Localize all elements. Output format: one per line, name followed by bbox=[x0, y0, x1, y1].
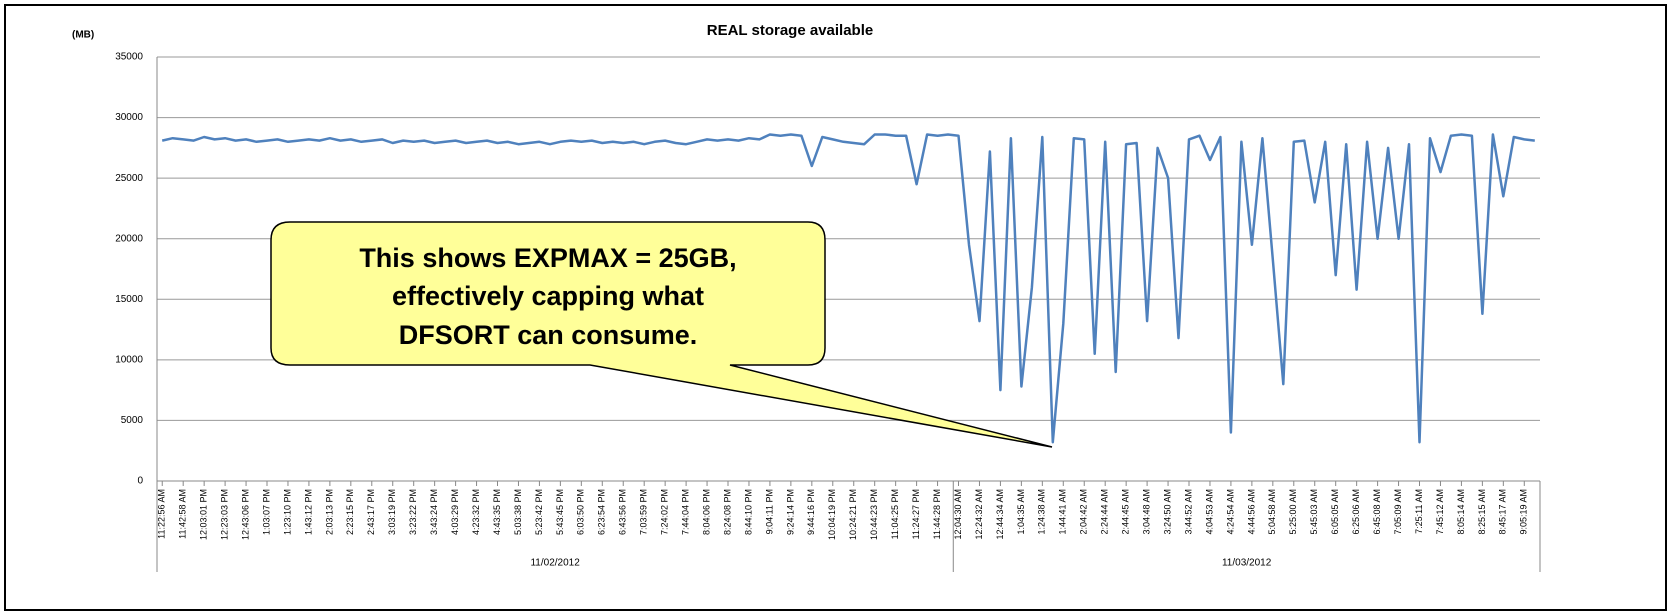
x-tick-label: 8:04:06 PM bbox=[701, 489, 711, 535]
x-tick-label: 4:24:54 AM bbox=[1225, 489, 1235, 535]
y-tick-label: 35000 bbox=[115, 52, 143, 63]
x-tick-label: 3:03:19 PM bbox=[387, 489, 397, 535]
x-tick-label: 6:45:08 AM bbox=[1372, 489, 1382, 535]
chart-title: REAL storage available bbox=[707, 22, 873, 39]
x-tick-label: 6:25:06 AM bbox=[1351, 489, 1361, 535]
x-tick-label: 7:25:11 AM bbox=[1414, 489, 1424, 534]
y-tick-label: 30000 bbox=[115, 112, 143, 123]
x-tick-label: 6:43:56 PM bbox=[618, 489, 628, 535]
callout-text: This shows EXPMAX = 25GB, bbox=[359, 243, 736, 273]
x-tick-label: 1:24:38 AM bbox=[1037, 489, 1047, 535]
x-tick-label: 6:23:54 PM bbox=[597, 489, 607, 535]
x-tick-label: 7:45:12 AM bbox=[1435, 489, 1445, 535]
x-tick-label: 5:04:58 AM bbox=[1267, 489, 1277, 535]
x-tick-label: 5:03:38 PM bbox=[513, 489, 523, 535]
x-tick-label: 8:05:14 AM bbox=[1456, 489, 1466, 535]
y-tick-label: 15000 bbox=[115, 294, 143, 305]
callout-text: effectively capping what bbox=[392, 281, 704, 311]
x-tick-label: 2:23:15 PM bbox=[345, 489, 355, 535]
x-tick-label: 2:44:45 AM bbox=[1121, 489, 1131, 535]
y-tick-label: 10000 bbox=[115, 354, 143, 365]
x-tick-label: 1:03:07 PM bbox=[261, 489, 271, 535]
x-tick-label: 3:44:52 AM bbox=[1183, 489, 1193, 535]
x-tick-label: 7:24:02 PM bbox=[660, 489, 670, 535]
data-line bbox=[161, 133, 1535, 444]
x-tick-label: 3:24:50 AM bbox=[1162, 489, 1172, 535]
x-tick-label: 8:24:08 PM bbox=[722, 489, 732, 535]
y-axis-label: (MB) bbox=[72, 30, 94, 41]
x-tick-label: 4:43:35 PM bbox=[492, 489, 502, 535]
x-tick-label: 11:42:58 AM bbox=[178, 489, 188, 539]
x-tick-label: 9:04:11 PM bbox=[764, 489, 774, 534]
x-tick-label: 3:43:24 PM bbox=[429, 489, 439, 535]
x-tick-label: 1:23:10 PM bbox=[282, 489, 292, 535]
x-tick-label: 2:04:42 AM bbox=[1079, 489, 1089, 535]
x-tick-label: 12:24:32 AM bbox=[974, 489, 984, 540]
y-tick-label: 20000 bbox=[115, 233, 143, 244]
x-tick-label: 3:04:48 AM bbox=[1141, 489, 1151, 535]
x-tick-label: 8:44:10 PM bbox=[743, 489, 753, 535]
callout bbox=[270, 221, 1053, 448]
x-tick-label: 1:44:41 AM bbox=[1058, 489, 1068, 535]
x-tick-label: 10:44:23 PM bbox=[869, 489, 879, 540]
x-tick-label: 12:44:34 AM bbox=[995, 489, 1005, 540]
x-tick-label: 1:43:12 PM bbox=[303, 489, 313, 535]
x-tick-label: 6:03:50 PM bbox=[576, 489, 586, 535]
x-tick-label: 9:24:14 PM bbox=[785, 489, 795, 535]
x-tick-label: 8:25:15 AM bbox=[1477, 489, 1487, 535]
x-group-label: 11/03/2012 bbox=[1222, 558, 1272, 569]
x-tick-label: 11:22:56 AM bbox=[157, 489, 167, 539]
x-tick-label: 10:24:21 PM bbox=[848, 489, 858, 540]
x-group-label: 11/02/2012 bbox=[530, 558, 580, 569]
x-tick-label: 12:23:03 PM bbox=[219, 489, 229, 540]
x-tick-label: 2:24:44 AM bbox=[1100, 489, 1110, 535]
x-tick-label: 11:44:28 PM bbox=[932, 489, 942, 539]
plot-area: 0 5000 10000 15000 20000 25000 30000 35000 11:22… bbox=[115, 52, 1541, 572]
x-tick-label: 5:23:42 PM bbox=[534, 489, 544, 535]
x-tick-label: 11:04:25 PM bbox=[890, 489, 900, 539]
callout-text: DFSORT can consume. bbox=[399, 320, 698, 350]
x-tick-label: 5:25:00 AM bbox=[1288, 489, 1298, 535]
x-tick-label: 4:23:32 PM bbox=[471, 489, 481, 535]
x-tick-label: 12:03:01 PM bbox=[199, 489, 209, 540]
x-tick-label: 1:04:35 AM bbox=[1016, 489, 1026, 535]
x-tick-label: 7:03:59 PM bbox=[639, 489, 649, 535]
x-tick-label: 12:43:06 PM bbox=[240, 489, 250, 540]
x-tick-label: 4:03:29 PM bbox=[450, 489, 460, 535]
x-tick-label: 8:45:17 AM bbox=[1498, 489, 1508, 535]
x-tick-label: 5:43:45 PM bbox=[555, 489, 565, 535]
x-tick-label: 9:44:16 PM bbox=[806, 489, 816, 535]
x-tick-label: 10:04:19 PM bbox=[827, 489, 837, 540]
x-tick-label: 4:04:53 AM bbox=[1204, 489, 1214, 535]
x-tick-label: 5:45:03 AM bbox=[1309, 489, 1319, 535]
x-tick-label: 6:05:05 AM bbox=[1330, 489, 1340, 535]
x-tick-label: 2:03:13 PM bbox=[324, 489, 334, 535]
y-tick-label: 25000 bbox=[115, 173, 143, 184]
x-tick-label: 9:05:19 AM bbox=[1519, 489, 1529, 535]
x-tick-label: 4:44:56 AM bbox=[1246, 489, 1256, 535]
y-tick-label: 5000 bbox=[121, 415, 144, 426]
x-tick-label: 3:23:22 PM bbox=[408, 489, 418, 535]
x-tick-label: 11:24:27 PM bbox=[911, 489, 921, 539]
x-tick-label: 7:05:09 AM bbox=[1393, 489, 1403, 535]
x-tick-label: 12:04:30 AM bbox=[953, 489, 963, 540]
x-tick-label: 7:44:04 PM bbox=[680, 489, 690, 535]
y-tick-label: 0 bbox=[137, 476, 143, 487]
x-tick-label: 2:43:17 PM bbox=[366, 489, 376, 535]
